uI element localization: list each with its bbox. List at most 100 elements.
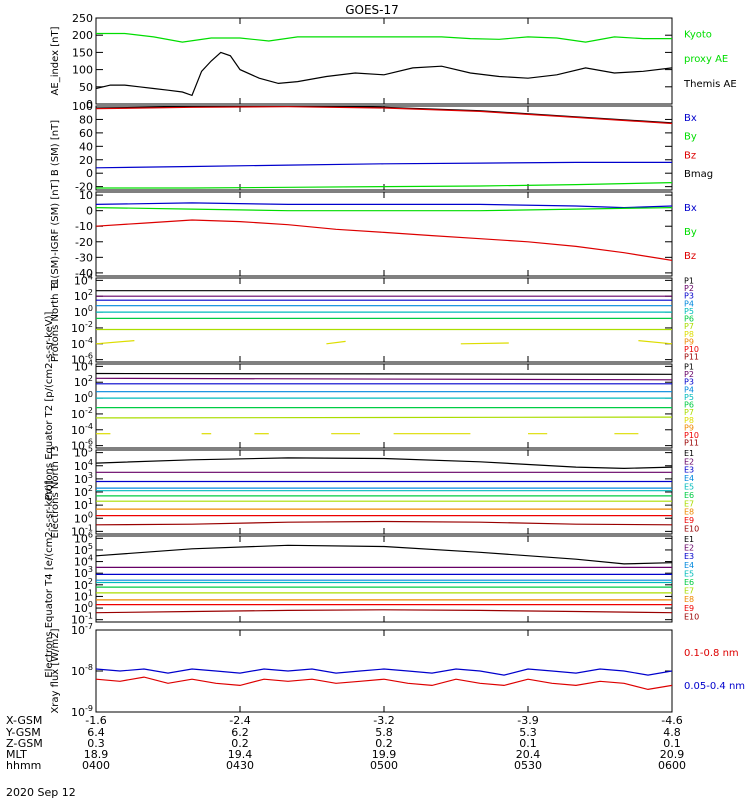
legend-entry: P2 <box>684 370 694 379</box>
x-tick-label: 0.3 <box>87 737 105 750</box>
x-tick-label: 0430 <box>226 759 254 772</box>
series-line <box>326 340 346 345</box>
x-row-label: hhmm <box>6 759 41 772</box>
legend-entry: E8 <box>684 508 694 517</box>
y-tick-label: 101 <box>74 588 93 603</box>
legend-entry: P10 <box>684 431 699 440</box>
y-tick-label: 10-6 <box>71 352 93 367</box>
x-tick-label: 5.3 <box>519 726 537 739</box>
plot-title: GOES-17 <box>345 3 399 17</box>
legend-entry: P3 <box>684 292 694 301</box>
series-line <box>460 342 509 345</box>
legend-entry: By <box>684 132 697 143</box>
x-tick-label: 0500 <box>370 759 398 772</box>
legend-entry: 0.1-0.8 nm <box>684 648 739 659</box>
legend-entry: P2 <box>684 284 694 293</box>
legend-entry: P10 <box>684 345 699 354</box>
x-tick-label: 0530 <box>514 759 542 772</box>
y-tick-label: 250 <box>72 12 93 25</box>
y-tick-label: 100 <box>72 64 93 77</box>
y-tick-label: 150 <box>72 46 93 59</box>
series-line <box>96 32 672 43</box>
legend-entry: P6 <box>684 315 694 324</box>
x-tick-label: 0.2 <box>375 737 393 750</box>
legend-entry: E1 <box>684 535 694 544</box>
legend-entry: E7 <box>684 587 694 596</box>
series-line <box>96 609 672 614</box>
x-tick-label: 20.9 <box>660 748 685 761</box>
panel-1: 0 50 100 150 200 250 AE_index [nT] Kyoto proxy A… <box>50 12 737 111</box>
series-group <box>96 457 672 526</box>
series-line <box>96 377 672 381</box>
legend-entry: P7 <box>684 322 694 331</box>
y-axis-label: B (SM) [nT] <box>50 120 61 176</box>
y-tick-label: 80 <box>79 113 93 126</box>
x-tick-label: -1.6 <box>85 714 106 727</box>
series-line <box>96 219 672 261</box>
x-tick-label: 5.8 <box>375 726 393 739</box>
legend-entry: Bz <box>684 251 696 262</box>
x-tick-label: 20.4 <box>516 748 541 761</box>
panel-8: 10-7 10-8 10-9 Xray flux [W/m2] 0.1-0.8 nm 0.… <box>50 622 745 719</box>
legend-entry: E9 <box>684 604 694 613</box>
y-tick-label: 105 <box>74 542 93 557</box>
y-tick-label: 103 <box>74 471 93 486</box>
x-tick-label: -3.2 <box>373 714 394 727</box>
y-tick-label: 104 <box>74 272 93 287</box>
series-line <box>96 520 672 526</box>
y-tick-label: -10 <box>75 220 93 233</box>
legend-entry: P1 <box>684 276 694 285</box>
legend-entry: 0.05-0.4 nm <box>684 681 745 692</box>
legend-entry: E6 <box>684 491 694 500</box>
y-tick-label: 102 <box>74 484 93 499</box>
legend-entry: P4 <box>684 385 694 394</box>
legend-entry: Bx <box>684 113 697 124</box>
legend-entry: P5 <box>684 307 694 316</box>
legend-entry: E3 <box>684 466 694 475</box>
y-tick-label: -40 <box>75 267 93 280</box>
y-axis-label: AE_index [nT] <box>50 26 61 95</box>
legend-entry: Bx <box>684 203 697 214</box>
legend-entry: Themis AE <box>683 79 737 90</box>
y-tick-label: 104 <box>74 358 93 373</box>
legend-entry: E9 <box>684 516 694 525</box>
legend-entry: P3 <box>684 378 694 387</box>
legend-entry: E1 <box>684 449 694 458</box>
y-tick-label: 0 <box>86 205 93 218</box>
y-tick-label: 100 <box>72 100 93 113</box>
x-tick-label: 19.9 <box>372 748 397 761</box>
y-tick-label: 10-1 <box>71 612 93 627</box>
y-tick-label: 100 <box>74 304 93 319</box>
y-tick-label: 106 <box>74 530 93 545</box>
x-tick-label: 0400 <box>82 759 110 772</box>
series-line <box>638 340 672 345</box>
legend-entry: P1 <box>684 362 694 371</box>
y-tick-label: 10-1 <box>71 523 93 538</box>
y-axis-label: Protons Equator T2 [p/(cm2-s-sr-keV)] <box>44 311 55 500</box>
series-group <box>96 544 672 614</box>
x-tick-label: 0.1 <box>519 737 537 750</box>
series-line <box>96 676 672 691</box>
legend-entry: P6 <box>684 401 694 410</box>
x-row-label: MLT <box>6 748 27 761</box>
legend-entry: P11 <box>684 353 699 362</box>
y-tick-label: 102 <box>74 577 93 592</box>
legend-entry: E3 <box>684 552 694 561</box>
y-axis-label: Electrons North T3 <box>50 445 61 538</box>
y-axis-label: Protons North T1 <box>50 278 61 362</box>
y-tick-label: 100 <box>74 390 93 405</box>
x-tick-label: 4.8 <box>663 726 681 739</box>
series-group <box>96 106 672 189</box>
date-label: 2020 Sep 12 <box>6 786 76 799</box>
y-tick-label: -20 <box>75 236 93 249</box>
legend-entry: E8 <box>684 595 694 604</box>
legend-entry: P4 <box>684 299 694 308</box>
legend-entry: P9 <box>684 337 694 346</box>
series-group <box>96 290 672 345</box>
y-tick-label: 60 <box>79 127 93 140</box>
